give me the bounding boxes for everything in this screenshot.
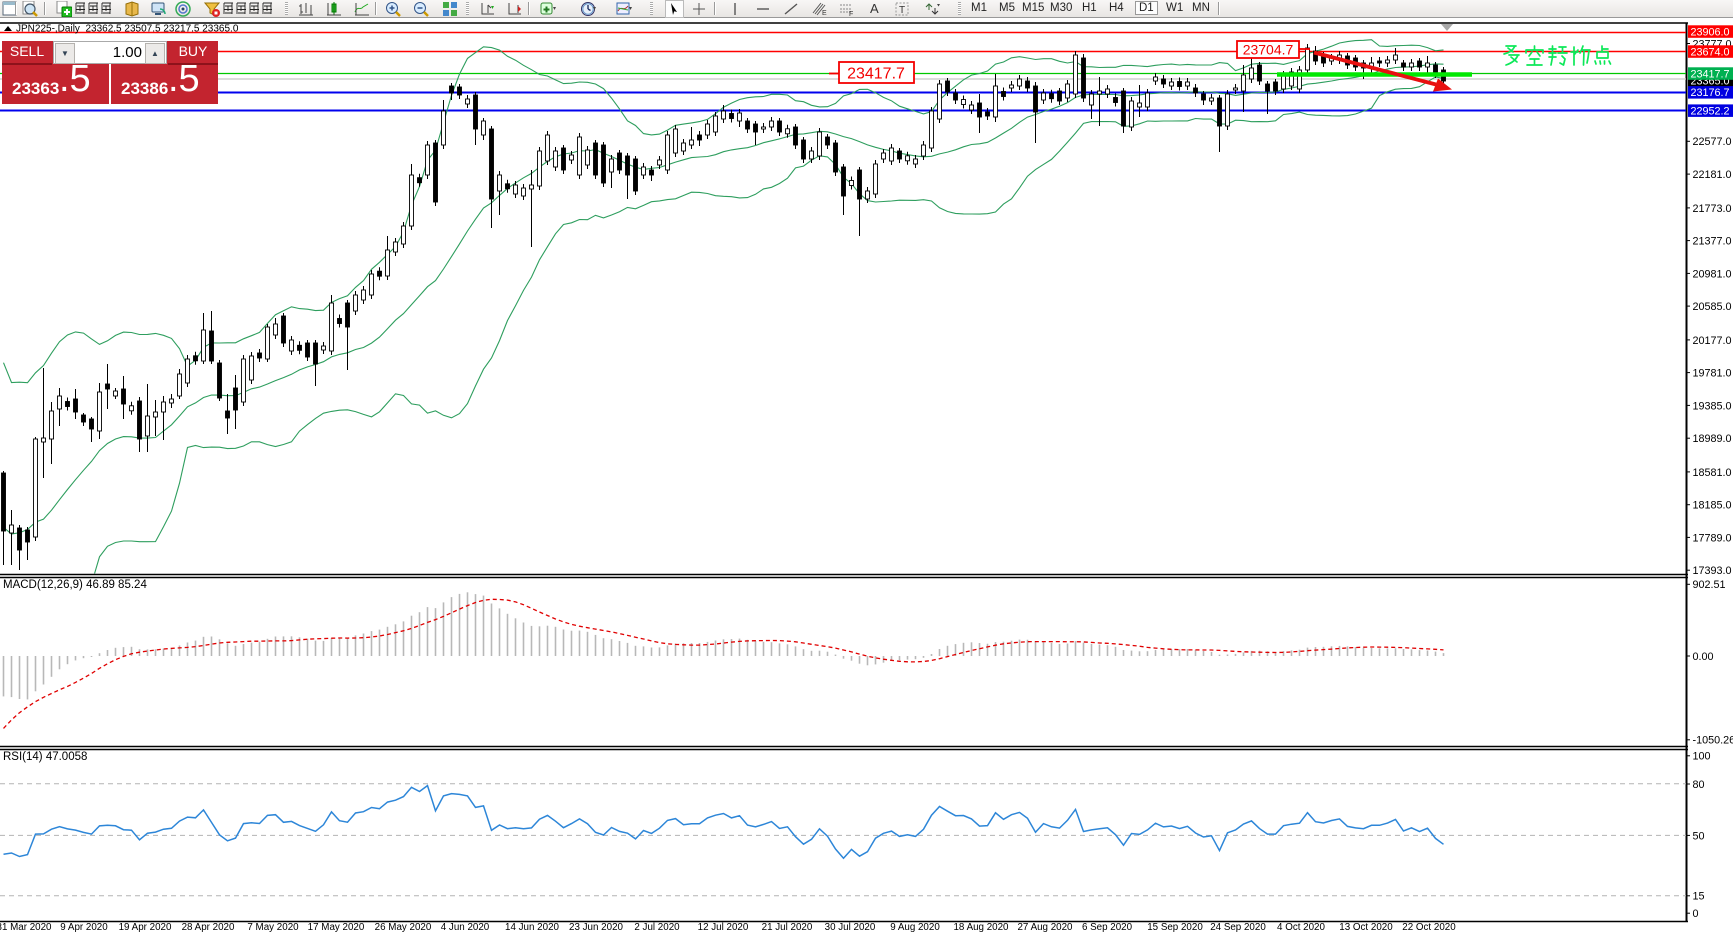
svg-text:21773.0: 21773.0	[1693, 203, 1732, 215]
svg-text:9 Apr 2020: 9 Apr 2020	[60, 922, 108, 933]
svg-text:15 Sep 2020: 15 Sep 2020	[1147, 922, 1203, 933]
svg-text:15: 15	[1693, 891, 1705, 903]
svg-text:19 Apr 2020: 19 Apr 2020	[119, 922, 172, 933]
svg-text:23417.7: 23417.7	[847, 66, 905, 83]
svg-text:30 Jul 2020: 30 Jul 2020	[825, 922, 876, 933]
svg-text:T: T	[899, 5, 905, 16]
svg-text:902.51: 902.51	[1693, 579, 1726, 591]
svg-text:20981.0: 20981.0	[1693, 268, 1732, 280]
svg-text:RSI(14) 47.0058: RSI(14) 47.0058	[3, 751, 87, 763]
svg-text:18581.0: 18581.0	[1693, 467, 1732, 479]
svg-text:12 Jul 2020: 12 Jul 2020	[698, 922, 749, 933]
svg-text:27 Aug 2020: 27 Aug 2020	[1017, 922, 1073, 933]
svg-text:4 Oct 2020: 4 Oct 2020	[1277, 922, 1325, 933]
svg-text:20177.0: 20177.0	[1693, 335, 1732, 347]
svg-text:21 Jul 2020: 21 Jul 2020	[762, 922, 813, 933]
svg-text:28 Apr 2020: 28 Apr 2020	[182, 922, 235, 933]
svg-text:17 May 2020: 17 May 2020	[308, 922, 365, 933]
svg-text:23906.0: 23906.0	[1691, 26, 1730, 38]
svg-text:22952.2: 22952.2	[1691, 106, 1730, 118]
svg-text:0: 0	[1693, 908, 1699, 920]
svg-text:18185.0: 18185.0	[1693, 500, 1732, 512]
svg-text:23417.7: 23417.7	[1691, 68, 1730, 80]
svg-text:-1050.26: -1050.26	[1693, 735, 1733, 747]
svg-text:17789.0: 17789.0	[1693, 532, 1732, 544]
svg-text:2 Jul 2020: 2 Jul 2020	[634, 922, 680, 933]
svg-text:18 Aug 2020: 18 Aug 2020	[953, 922, 1009, 933]
svg-text:22 Oct 2020: 22 Oct 2020	[1402, 922, 1456, 933]
svg-text:23674.0: 23674.0	[1691, 46, 1730, 58]
svg-text:23 Jun 2020: 23 Jun 2020	[569, 922, 623, 933]
svg-text:50: 50	[1693, 830, 1705, 842]
svg-text:7 May 2020: 7 May 2020	[247, 922, 299, 933]
svg-text:31 Mar 2020: 31 Mar 2020	[0, 922, 52, 933]
svg-text:MACD(12,26,9) 46.89 85.24: MACD(12,26,9) 46.89 85.24	[3, 579, 147, 591]
svg-text:26 May 2020: 26 May 2020	[375, 922, 432, 933]
svg-text:0.00: 0.00	[1693, 651, 1714, 663]
svg-text:14 Jun 2020: 14 Jun 2020	[505, 922, 559, 933]
svg-text:17393.0: 17393.0	[1693, 565, 1732, 577]
svg-text:13 Oct 2020: 13 Oct 2020	[1339, 922, 1393, 933]
svg-text:19781.0: 19781.0	[1693, 368, 1732, 380]
svg-text:23176.7: 23176.7	[1691, 87, 1730, 99]
svg-text:100: 100	[1693, 751, 1711, 763]
svg-text:22577.0: 22577.0	[1693, 136, 1732, 148]
svg-text:9 Aug 2020: 9 Aug 2020	[890, 922, 940, 933]
svg-text:F: F	[849, 11, 853, 17]
svg-text:24 Sep 2020: 24 Sep 2020	[1210, 922, 1266, 933]
svg-text:19385.0: 19385.0	[1693, 400, 1732, 412]
svg-text:22181.0: 22181.0	[1693, 169, 1732, 181]
svg-text:18989.0: 18989.0	[1693, 433, 1732, 445]
svg-text:JPN225-,Daily 23362.5 23507.5: JPN225-,Daily 23362.5 23507.5 23217.5 23…	[16, 24, 239, 35]
svg-text:80: 80	[1693, 779, 1705, 791]
svg-text:E: E	[822, 10, 827, 17]
svg-text:23704.7: 23704.7	[1243, 42, 1294, 58]
svg-text:6 Sep 2020: 6 Sep 2020	[1082, 922, 1133, 933]
svg-text:20585.0: 20585.0	[1693, 301, 1732, 313]
svg-text:21377.0: 21377.0	[1693, 236, 1732, 248]
svg-text:4 Jun 2020: 4 Jun 2020	[441, 922, 490, 933]
